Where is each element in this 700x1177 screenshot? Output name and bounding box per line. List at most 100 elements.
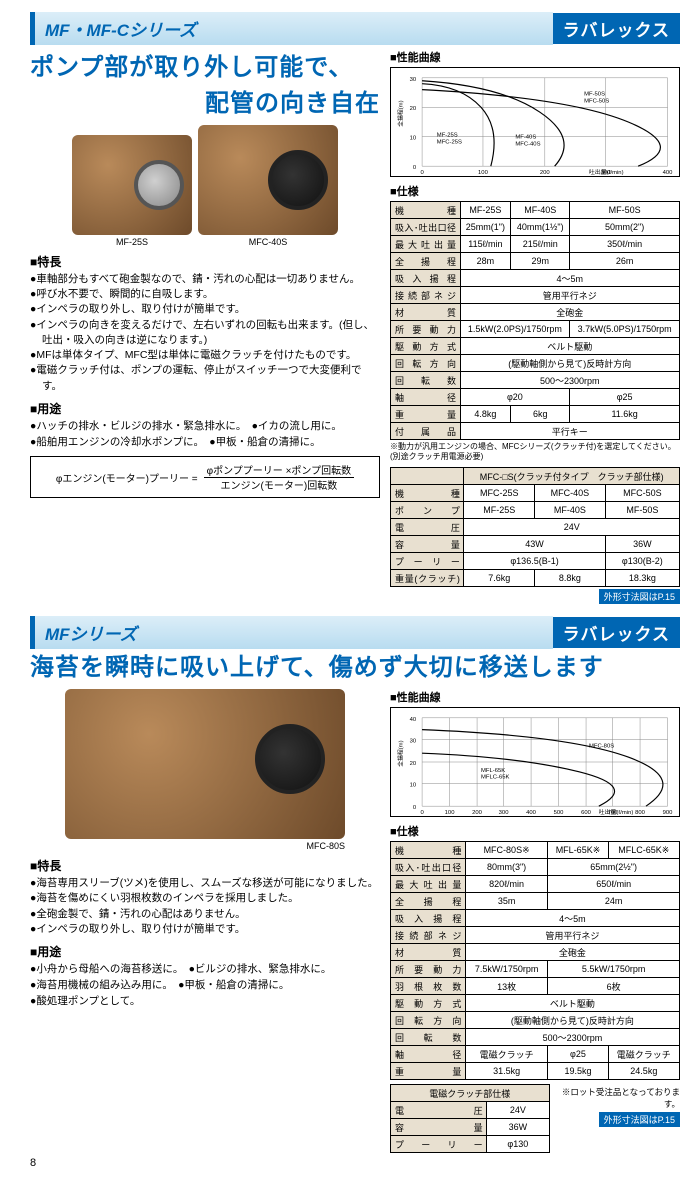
feature-item: インペラの取り外し、取り付けが簡単です。 — [30, 922, 380, 937]
use-item: ●小舟から母船への海苔移送に。 — [30, 963, 189, 975]
uses-head-2: 用途 — [30, 943, 380, 960]
formula-box: φエンジン(モーター)プーリー = φポンププーリー ×ポンプ回転数エンジン(モ… — [30, 456, 380, 498]
svg-text:MF-25S: MF-25S — [437, 133, 458, 139]
svg-text:600: 600 — [581, 810, 592, 816]
headline-2: 海苔を瞬時に吸い上げて、傷めず大切に移送します — [30, 653, 680, 683]
spec-cell: 羽根枚数 — [391, 978, 466, 995]
svg-text:0: 0 — [420, 810, 424, 816]
spec-cell: 50mm(2") — [570, 219, 680, 236]
series-title-2: MFシリーズ — [30, 616, 553, 649]
spec-cell: 最大吐出量 — [391, 236, 461, 253]
spec-cell: 材 質 — [391, 944, 466, 961]
spec-cell: MF-25S — [460, 202, 511, 219]
uses-list-2: ●小舟から母船への海苔移送に。 ●ビルジの排水、緊急排水に。 ●海苔用機械の組み… — [30, 962, 380, 1009]
spec-cell: 4～5m — [460, 270, 679, 287]
use-item: ●ハッチの排水・ビルジの排水・緊急排水に。 — [30, 420, 252, 432]
spec-cell: 全 揚 程 — [391, 253, 461, 270]
spec-cell: 6kg — [511, 406, 570, 423]
svg-text:400: 400 — [526, 810, 537, 816]
spec-cell: 18.3kg — [605, 570, 679, 587]
spec-cell: 500～2300rpm — [460, 372, 679, 389]
svg-text:MF-40S: MF-40S — [515, 135, 536, 141]
svg-text:10: 10 — [410, 136, 417, 142]
spec-cell: 回転方向 — [391, 355, 461, 372]
chart-title-2: 性能曲線 — [390, 689, 680, 705]
spec-cell: 35m — [465, 893, 547, 910]
spec-cell: 26m — [570, 253, 680, 270]
svg-text:MFC-25S: MFC-25S — [437, 140, 462, 146]
svg-text:100: 100 — [478, 170, 489, 176]
spec-cell: 最大吐出量 — [391, 876, 466, 893]
spec-cell: 所要動力 — [391, 321, 461, 338]
spec-cell: MF-25S — [464, 502, 535, 519]
chart-title-1: 性能曲線 — [390, 49, 680, 65]
use-item: ●甲板・船倉の清掃に。 — [209, 436, 326, 448]
spec-cell: 24V — [464, 519, 680, 536]
spec-cell: 軸 径 — [391, 389, 461, 406]
spec-cell: 吸入揚程 — [391, 910, 466, 927]
spec-cell: MFC-80S※ — [465, 842, 547, 859]
spec-cell: 215ℓ/min — [511, 236, 570, 253]
spec-cell: 80mm(3") — [465, 859, 547, 876]
outline-ref-2: 外形寸法図はP.15 — [599, 1112, 680, 1127]
spec-cell: MF-50S — [570, 202, 680, 219]
spec-cell: 4.8kg — [460, 406, 511, 423]
img-label-mfc40s: MFC-40S — [198, 237, 338, 247]
spec-cell: 所要動力 — [391, 961, 466, 978]
product-image-2: MFC-80S — [30, 689, 380, 851]
spec-cell: MF-50S — [605, 502, 679, 519]
uses-head-1: 用途 — [30, 400, 380, 417]
features-head-1: 特長 — [30, 253, 380, 270]
spec-cell: ベルト駆動 — [460, 338, 679, 355]
spec-cell: 全砲金 — [465, 944, 679, 961]
svg-text:吐出量(ℓ/min): 吐出量(ℓ/min) — [599, 808, 634, 816]
features-head-2: 特長 — [30, 857, 380, 874]
svg-text:500: 500 — [554, 810, 565, 816]
spec-cell: 29m — [511, 253, 570, 270]
feature-item: インペラの向きを変えるだけで、左右いずれの回転も出来ます。(但し、吐出・吸入の向… — [30, 318, 380, 348]
spec-cell: 軸 径 — [391, 1046, 466, 1063]
spec-cell: φ25 — [570, 389, 680, 406]
spec-cell: 平行キー — [460, 423, 679, 440]
lot-note: ※ロット受注品となっております。 — [556, 1086, 681, 1110]
spec-title-2: 仕様 — [390, 823, 680, 839]
spec-cell: 24.5kg — [608, 1063, 679, 1080]
formula-num: φポンププーリー ×ポンプ回転数 — [204, 466, 355, 478]
feature-item: 海苔専用スリーブ(ツメ)を使用し、スムーズな移送が可能になりました。 — [30, 876, 380, 891]
product-image-1: MF-25S MFC-40S — [30, 125, 380, 247]
spec-cell: 8.8kg — [535, 570, 606, 587]
spec-cell: 36W — [487, 1119, 549, 1136]
svg-text:10: 10 — [410, 783, 417, 789]
svg-text:40: 40 — [410, 717, 417, 723]
features-list-2: 海苔専用スリーブ(ツメ)を使用し、スムーズな移送が可能になりました。海苔を傷めに… — [30, 876, 380, 937]
spec-cell: 吸入揚程 — [391, 270, 461, 287]
svg-text:400: 400 — [663, 170, 674, 176]
svg-text:30: 30 — [410, 77, 417, 83]
spec-cell: MFLC-65K※ — [608, 842, 679, 859]
spec-cell: 65mm(2½") — [548, 859, 680, 876]
outline-ref-1: 外形寸法図はP.15 — [599, 589, 680, 604]
spec-cell: 43W — [464, 536, 605, 553]
spec-cell: 駆動方式 — [391, 995, 466, 1012]
headline-1a: ポンプ部が取り外し可能で、 — [30, 53, 380, 83]
svg-text:30: 30 — [410, 739, 417, 745]
feature-item: 呼び水不要で、瞬間的に自吸します。 — [30, 287, 380, 302]
spec-cell: 19.5kg — [548, 1063, 608, 1080]
spec-cell: 管用平行ネジ — [465, 927, 679, 944]
spec-cell: 電磁クラッチ — [465, 1046, 547, 1063]
spec-cell: 500～2300rpm — [465, 1029, 679, 1046]
svg-text:0: 0 — [420, 170, 424, 176]
spec-cell: 24m — [548, 893, 680, 910]
use-item: ●酸処理ポンプとして。 — [30, 995, 146, 1007]
spec-cell: MF-40S — [511, 202, 570, 219]
spec-cell: 13枚 — [465, 978, 547, 995]
spec-cell: 機 種 — [391, 485, 464, 502]
spec-cell: 11.6kg — [570, 406, 680, 423]
spec-cell: 40mm(1½") — [511, 219, 570, 236]
spec-cell: φ25 — [548, 1046, 608, 1063]
feature-item: 全砲金製で、錆・汚れの心配はありません。 — [30, 907, 380, 922]
svg-text:300: 300 — [499, 810, 510, 816]
spec-cell: 115ℓ/min — [460, 236, 511, 253]
svg-text:100: 100 — [445, 810, 456, 816]
formula-lhs: φエンジン(モーター)プーリー = — [56, 470, 198, 485]
